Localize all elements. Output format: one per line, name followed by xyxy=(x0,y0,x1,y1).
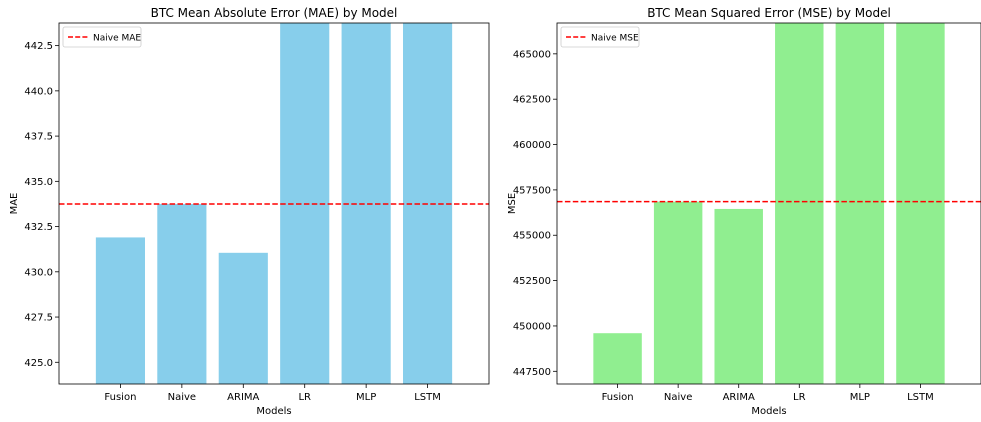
x-tick-label: MLP xyxy=(850,392,870,403)
y-tick-label: 452500 xyxy=(513,276,551,287)
x-axis-label: Models xyxy=(751,406,786,417)
bar-lr xyxy=(775,23,824,384)
chart-title: BTC Mean Squared Error (MSE) by Model xyxy=(647,6,891,20)
y-tick-label: 425.0 xyxy=(24,358,53,369)
x-tick-label: LSTM xyxy=(414,392,441,403)
x-tick-label: Naive xyxy=(168,392,196,403)
y-tick-label: 432.5 xyxy=(24,222,53,233)
y-axis-label: MSE xyxy=(507,193,518,214)
x-tick-label: ARIMA xyxy=(723,392,755,403)
legend-box xyxy=(560,26,640,48)
axes-frame xyxy=(58,22,490,385)
bars xyxy=(593,23,945,384)
chart-panel-1: 447500 450000 452500 455000 457500 460000 4625… xyxy=(507,6,981,417)
y-tick-label: 430.0 xyxy=(24,267,53,278)
legend-label: Naive MAE xyxy=(93,34,141,44)
legend-label: Naive MSE xyxy=(591,34,639,44)
y-tick-label: 440.0 xyxy=(24,86,53,97)
x-tick-label: LR xyxy=(793,392,806,403)
x-tick-label: MLP xyxy=(356,392,376,403)
bar-mlp xyxy=(341,23,391,384)
x-tick-label: ARIMA xyxy=(227,392,259,403)
x-tick-label: Fusion xyxy=(602,392,634,403)
legend-box xyxy=(62,26,142,48)
x-axis-label: Models xyxy=(256,406,291,417)
y-axis-label: MAE xyxy=(9,193,20,215)
y-tick-label: 462500 xyxy=(513,95,551,106)
bar-naive xyxy=(653,201,703,384)
y-tick-label: 437.5 xyxy=(24,132,53,143)
y-tick-label: 442.5 xyxy=(24,41,53,52)
y-tick-label: 457500 xyxy=(513,185,551,196)
x-tick-label: Naive xyxy=(664,392,692,403)
axes-frame xyxy=(556,22,981,385)
bar-fusion xyxy=(593,333,642,384)
x-tick-label: Fusion xyxy=(104,392,136,403)
bar-lstm xyxy=(896,23,945,384)
chart-title: BTC Mean Absolute Error (MAE) by Model xyxy=(151,6,398,20)
bar-arima xyxy=(218,252,268,384)
bar-mlp xyxy=(835,23,885,384)
y-tick-label: 427.5 xyxy=(24,313,53,324)
y-tick-label: 447500 xyxy=(513,367,551,378)
x-tick-label: LSTM xyxy=(907,392,934,403)
bar-arima xyxy=(714,208,763,384)
y-tick-label: 455000 xyxy=(513,231,551,242)
y-tick-label: 435.0 xyxy=(24,177,53,188)
y-tick-label: 460000 xyxy=(513,140,551,151)
y-tick-label: 465000 xyxy=(513,49,551,60)
bar-fusion xyxy=(95,237,145,384)
y-tick-label: 450000 xyxy=(513,321,551,332)
x-tick-label: LR xyxy=(298,392,311,403)
bar-naive xyxy=(157,203,207,384)
chart-panel-0: 425.0 427.5 430.0 432.5 435.0 437.5 440.0 442.5… xyxy=(9,6,490,417)
